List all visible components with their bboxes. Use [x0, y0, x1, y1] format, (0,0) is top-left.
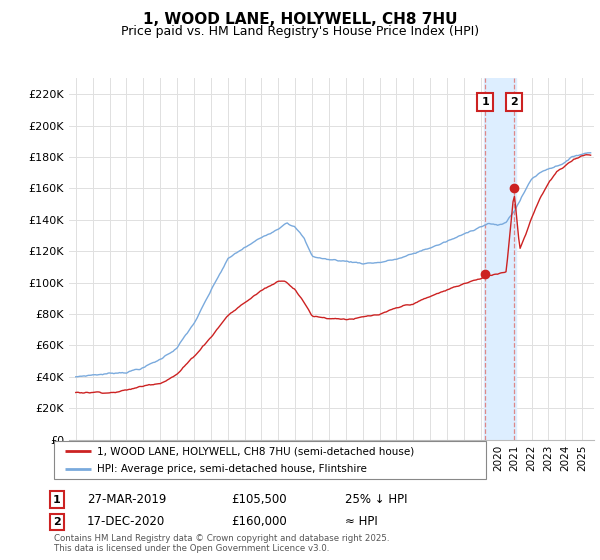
Text: Price paid vs. HM Land Registry's House Price Index (HPI): Price paid vs. HM Land Registry's House …: [121, 25, 479, 38]
Text: This data is licensed under the Open Government Licence v3.0.: This data is licensed under the Open Gov…: [54, 544, 329, 553]
Text: 27-MAR-2019: 27-MAR-2019: [87, 493, 166, 506]
Text: 25% ↓ HPI: 25% ↓ HPI: [345, 493, 407, 506]
FancyBboxPatch shape: [54, 441, 486, 479]
Text: ≈ HPI: ≈ HPI: [345, 515, 378, 529]
Text: £160,000: £160,000: [231, 515, 287, 529]
Text: 17-DEC-2020: 17-DEC-2020: [87, 515, 165, 529]
Text: 1: 1: [481, 97, 489, 107]
Bar: [484, 78, 517, 440]
Text: HPI: Average price, semi-detached house, Flintshire: HPI: Average price, semi-detached house,…: [97, 464, 367, 474]
Text: £105,500: £105,500: [231, 493, 287, 506]
Text: 1: 1: [53, 494, 61, 505]
Text: 2: 2: [510, 97, 518, 107]
Text: Contains HM Land Registry data © Crown copyright and database right 2025.: Contains HM Land Registry data © Crown c…: [54, 534, 389, 543]
Text: 1, WOOD LANE, HOLYWELL, CH8 7HU: 1, WOOD LANE, HOLYWELL, CH8 7HU: [143, 12, 457, 27]
Text: 1, WOOD LANE, HOLYWELL, CH8 7HU (semi-detached house): 1, WOOD LANE, HOLYWELL, CH8 7HU (semi-de…: [97, 446, 415, 456]
Text: 2: 2: [53, 517, 61, 527]
